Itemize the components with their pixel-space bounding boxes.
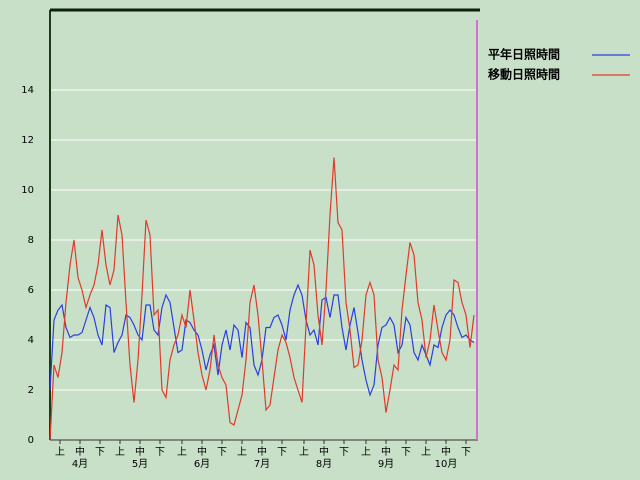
data-line [49,157,475,441]
x-tick-label: 中 [257,445,267,458]
x-tick-label: 下 [339,447,349,458]
x-tick-label: 下 [95,447,105,458]
x-tick-label: 上 [299,446,309,458]
x-tick-label: 中 [319,445,329,458]
legend-label: 平年日照時間 [488,47,560,62]
month-label: 10月 [435,458,458,470]
x-tick-label: 中 [381,445,391,458]
y-tick-label: 4 [28,335,34,346]
x-tick-label: 下 [277,447,287,458]
month-label: 7月 [254,458,270,470]
y-tick-label: 0 [28,435,34,446]
y-tick-label: 8 [28,235,34,246]
x-tick-label: 上 [421,446,431,458]
x-tick-label: 上 [237,446,247,458]
x-tick-label: 上 [55,446,65,458]
month-label: 8月 [316,458,332,470]
x-tick-label: 下 [401,447,411,458]
x-tick-label: 下 [155,447,165,458]
month-label: 5月 [132,458,148,470]
legend-label: 移動日照時間 [488,67,560,82]
y-tick-label: 2 [28,385,34,396]
month-label: 9月 [378,458,394,470]
x-tick-label: 中 [197,445,207,458]
month-label: 6月 [194,458,210,470]
x-tick-label: 中 [75,445,85,458]
x-tick-label: 上 [361,446,371,458]
x-tick-label: 中 [135,445,145,458]
x-tick-label: 中 [441,445,451,458]
y-tick-label: 6 [28,285,34,296]
y-tick-label: 12 [21,135,34,146]
y-tick-label: 10 [21,185,34,196]
x-tick-label: 上 [115,446,125,458]
x-tick-label: 下 [461,447,471,458]
y-tick-label: 14 [21,85,34,96]
month-label: 4月 [72,458,88,470]
x-tick-label: 下 [217,447,227,458]
x-tick-label: 上 [177,446,187,458]
